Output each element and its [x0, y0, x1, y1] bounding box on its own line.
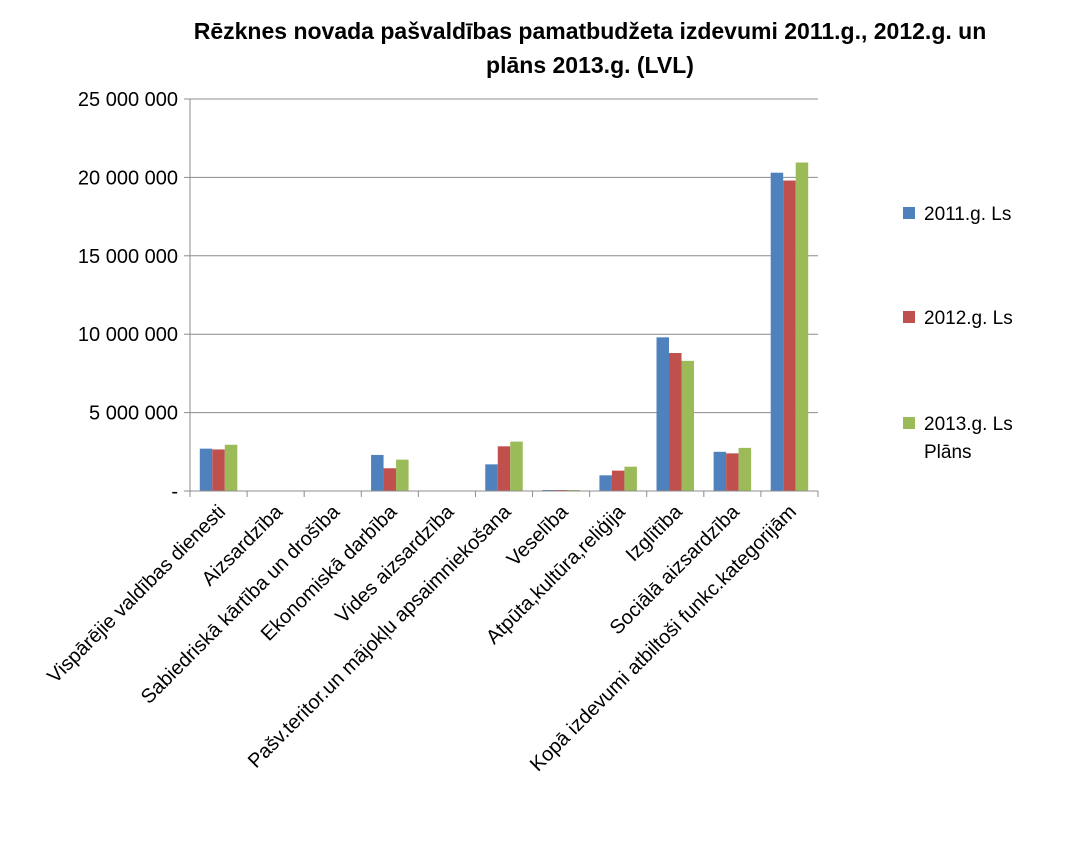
bar [770, 172, 784, 492]
legend-swatch [903, 417, 915, 429]
bar [738, 447, 752, 491]
bar [656, 337, 670, 491]
x-axis-labels: Vispārējie valdības dienestiAizsardzībaS… [43, 500, 801, 776]
chart-title: Rēzknes novada pašvaldības pamatbudžeta … [0, 14, 1067, 82]
y-tick-label: 5 000 000 [89, 403, 178, 425]
bar [681, 360, 695, 491]
bar [624, 466, 637, 491]
x-tick-label: Pašv.teritor.un mājokļu apsaimniekošana [244, 500, 516, 772]
y-tick-label: 25 000 000 [78, 89, 178, 111]
legend-swatch [903, 207, 915, 219]
y-tick-label: 10 000 000 [78, 324, 178, 346]
bar [396, 459, 409, 491]
y-tick-label: - [171, 481, 178, 503]
y-axis-ticks: - 5 000 000 10 000 000 15 000 000 20 000 000… [78, 89, 178, 503]
y-tick-label: 15 000 000 [78, 246, 178, 268]
gridlines [190, 98, 818, 414]
bar [485, 464, 498, 491]
chart-title-line-2: plāns 2013.g. (LVL) [486, 52, 694, 78]
bar [212, 449, 225, 491]
bar [669, 353, 682, 491]
bar [199, 448, 213, 491]
chart-title-line-1: Rēzknes novada pašvaldības pamatbudžeta … [193, 18, 987, 44]
bar [371, 454, 384, 491]
y-tick-label: 20 000 000 [78, 167, 178, 189]
bar [497, 446, 511, 491]
bar [383, 468, 397, 491]
legend: 2011.g. Ls 2012.g. Ls 2013.g. Ls Plāns [903, 204, 1013, 463]
x-tick-label: Vispārējie valdības dienesti [43, 501, 230, 688]
bar [795, 162, 809, 491]
bar [224, 444, 238, 491]
bar [510, 441, 523, 491]
legend-label: 2012.g. Ls [924, 308, 1013, 329]
legend-label: 2013.g. Ls Plāns [924, 414, 1013, 463]
bar [611, 470, 625, 491]
x-tick-label: Kopā izdevumi atbiltoši funkc.kategorijā… [526, 501, 801, 776]
legend-swatch [903, 311, 915, 323]
bars [199, 162, 809, 492]
bar [783, 180, 796, 491]
legend-label: 2011.g. Ls [924, 204, 1011, 225]
bar [599, 475, 612, 491]
axes [184, 98, 819, 497]
bar [726, 453, 739, 491]
bar [713, 451, 727, 491]
